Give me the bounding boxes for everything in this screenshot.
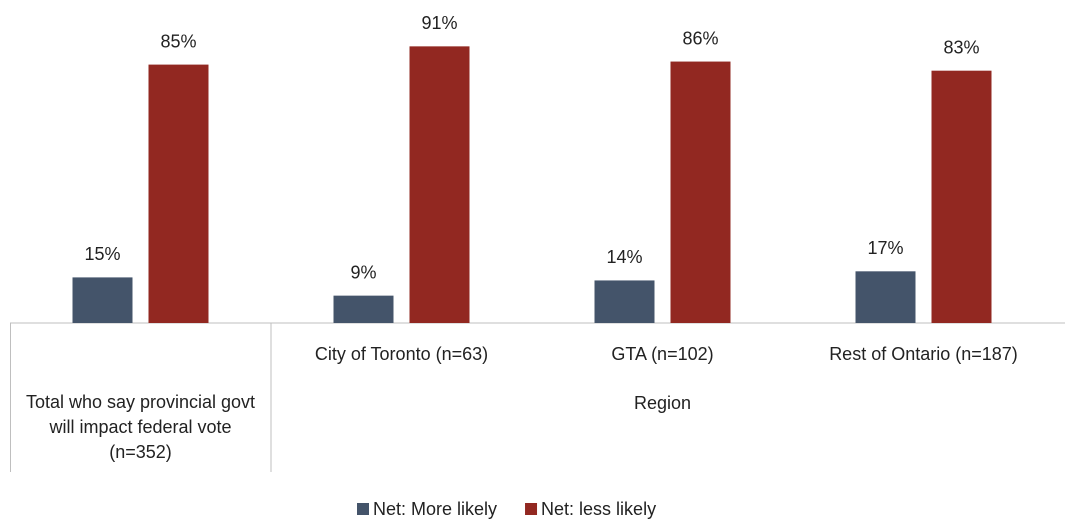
data-label: 85% <box>160 31 196 51</box>
legend-label: Net: More likely <box>373 499 497 519</box>
data-label: 83% <box>943 37 979 57</box>
bar <box>931 70 992 324</box>
bar <box>409 46 470 324</box>
data-label: 9% <box>350 262 376 282</box>
data-label: 91% <box>421 13 457 33</box>
x-tick-label: GTA (n=102) <box>611 344 713 364</box>
bar <box>72 277 133 323</box>
data-label: 17% <box>867 238 903 258</box>
data-label: 14% <box>606 247 642 267</box>
legend-swatch <box>357 503 369 515</box>
bar <box>594 280 655 323</box>
group-label: Region <box>634 393 691 413</box>
bar <box>148 64 209 323</box>
bar <box>855 271 916 323</box>
bar <box>670 61 731 324</box>
x-tick-label: Total who say provincial govt will impac… <box>25 392 256 462</box>
x-tick-label: City of Toronto (n=63) <box>315 344 488 364</box>
bar <box>333 295 394 323</box>
data-label: 86% <box>682 28 718 48</box>
x-tick-label: Rest of Ontario (n=187) <box>829 344 1018 364</box>
data-label: 15% <box>84 244 120 264</box>
legend-label: Net: less likely <box>541 499 656 519</box>
legend-swatch <box>525 503 538 515</box>
